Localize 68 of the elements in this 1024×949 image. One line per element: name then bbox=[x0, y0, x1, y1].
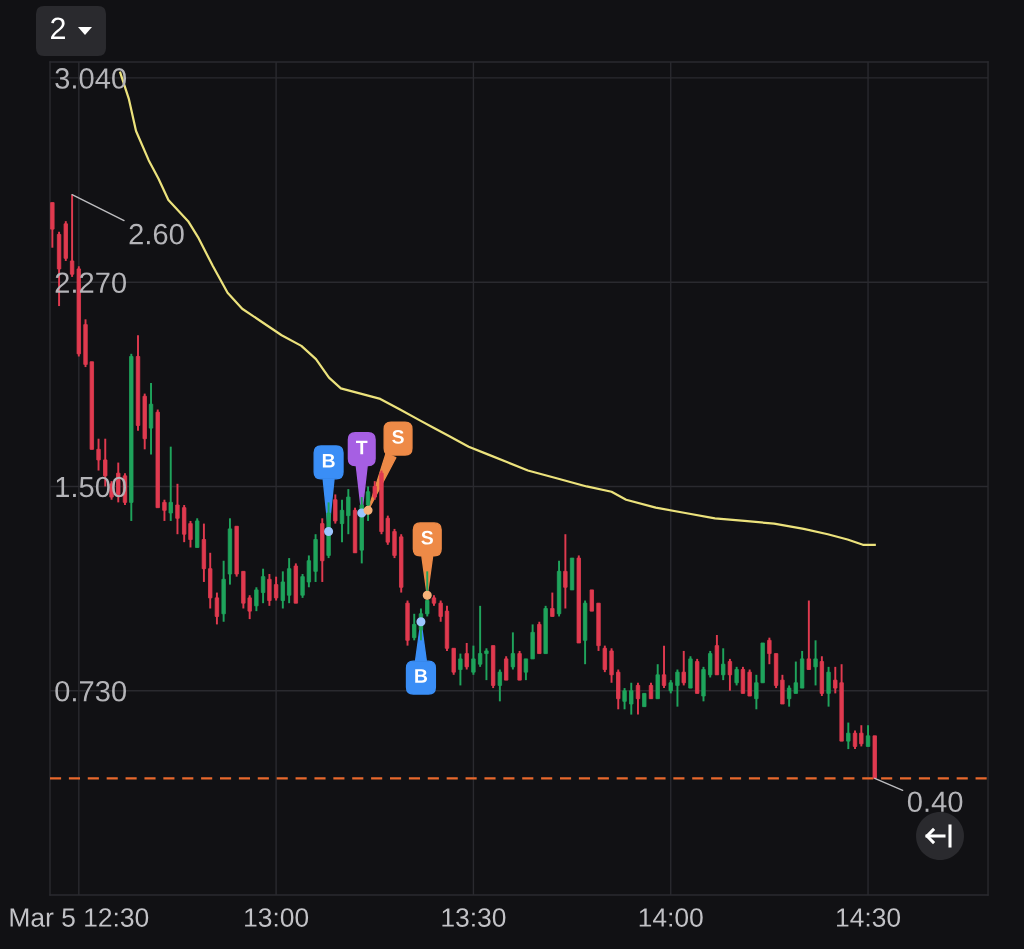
candlestick bbox=[510, 631, 516, 671]
candlestick bbox=[681, 649, 686, 687]
candlestick bbox=[734, 665, 739, 687]
candlestick bbox=[813, 639, 818, 687]
candlestick bbox=[806, 599, 811, 671]
candlestick bbox=[550, 591, 555, 618]
candlestick bbox=[162, 498, 167, 522]
candlestick bbox=[497, 668, 503, 703]
candlestick bbox=[602, 644, 607, 674]
x-tick-label: 13:00 bbox=[245, 908, 309, 927]
annotation: 0.40 bbox=[907, 791, 963, 813]
candlestick bbox=[609, 647, 614, 684]
candlestick bbox=[504, 655, 509, 682]
candlestick bbox=[333, 493, 338, 525]
candlestick bbox=[339, 498, 345, 544]
x-tick-label: 14:00 bbox=[639, 908, 703, 927]
candlestick bbox=[655, 663, 660, 700]
candlestick bbox=[148, 382, 154, 456]
candlestick bbox=[747, 668, 752, 698]
x-tick-label: 13:30 bbox=[442, 908, 506, 927]
annotation: B bbox=[415, 669, 428, 683]
candlestick bbox=[412, 612, 417, 642]
candlestick bbox=[273, 575, 279, 602]
candlestick bbox=[767, 636, 772, 666]
candlestick bbox=[425, 570, 430, 618]
x-tick-label: Mar 5 12:30 bbox=[10, 908, 149, 927]
candlestick bbox=[464, 642, 469, 671]
candlestick bbox=[622, 687, 627, 711]
candlestick bbox=[254, 586, 259, 613]
candlestick bbox=[267, 573, 272, 607]
candlestick bbox=[96, 437, 101, 472]
candlestick bbox=[708, 649, 713, 679]
candlestick bbox=[740, 665, 746, 695]
candlestick bbox=[523, 657, 529, 682]
candlestick bbox=[280, 570, 285, 610]
annotation: T bbox=[356, 440, 368, 455]
candlestick bbox=[392, 527, 397, 560]
candlestick bbox=[635, 681, 641, 716]
candlestick bbox=[852, 729, 858, 751]
candlestick bbox=[458, 652, 463, 687]
annotation: S bbox=[392, 429, 404, 444]
candlestick bbox=[721, 647, 726, 682]
candlestick bbox=[780, 673, 785, 705]
candlestick bbox=[214, 591, 220, 626]
candlestick bbox=[859, 724, 864, 748]
candlestick bbox=[175, 482, 180, 536]
annotation: S bbox=[421, 530, 433, 545]
candlestick bbox=[661, 644, 667, 690]
text: 2 bbox=[51, 17, 65, 39]
candlestick bbox=[260, 567, 266, 605]
candlestick bbox=[727, 657, 733, 692]
candlestick bbox=[826, 665, 831, 708]
annotation: 2.60 bbox=[129, 223, 184, 245]
candlestick bbox=[675, 668, 680, 708]
x-tick-label: 14:30 bbox=[837, 908, 901, 927]
candlestick bbox=[865, 724, 871, 748]
candlestick bbox=[471, 644, 476, 676]
candlestick bbox=[629, 681, 634, 716]
candlestick bbox=[589, 588, 594, 613]
candlestick bbox=[168, 445, 173, 522]
candlestick bbox=[346, 488, 351, 536]
candlestick bbox=[451, 647, 456, 676]
candlestick bbox=[563, 533, 568, 610]
candlestick bbox=[372, 480, 377, 501]
y-tick-label: 0.730 bbox=[55, 680, 127, 702]
candlestick bbox=[846, 721, 851, 751]
candlestick bbox=[438, 599, 443, 623]
annotation: B bbox=[322, 454, 335, 468]
